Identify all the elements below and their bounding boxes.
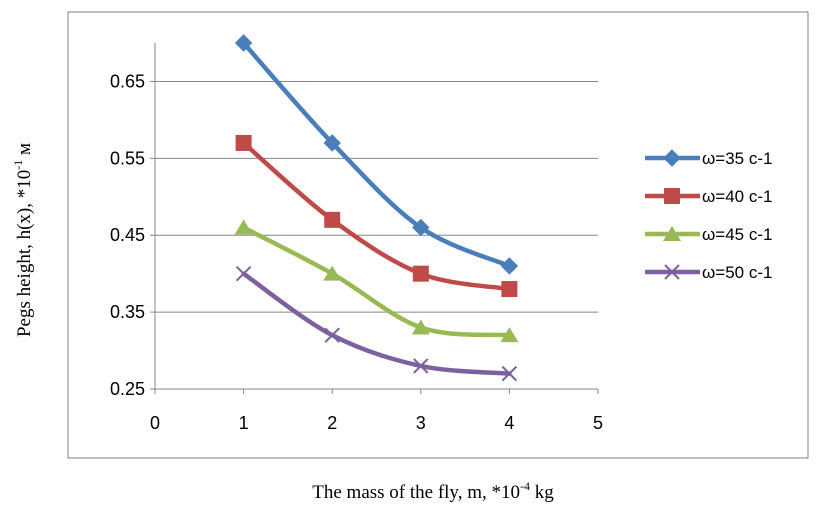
data-point: [500, 257, 519, 275]
legend-label: ω=50 с-1: [702, 263, 772, 282]
legend-item-0: ω=35 с-1: [645, 149, 772, 168]
legend-marker: [664, 264, 680, 280]
data-point: [411, 319, 430, 335]
x-tick-label: 0: [150, 413, 160, 433]
data-point: [412, 265, 429, 282]
data-point: [500, 327, 519, 343]
axes: [150, 43, 599, 394]
y-tick-label: 0.45: [110, 225, 145, 245]
data-point: [235, 134, 252, 151]
y-tick-label: 0.35: [110, 302, 145, 322]
data-point: [412, 218, 430, 237]
x-tick-label: 5: [593, 413, 603, 433]
y-tick-label: 0.65: [110, 71, 145, 91]
legend-item-1: ω=40 с-1: [645, 187, 772, 206]
data-point: [323, 134, 341, 152]
y-tick-label: 0.25: [110, 379, 145, 399]
legend-marker: [663, 149, 681, 167]
y-tick-label: 0.55: [110, 148, 145, 168]
data-point: [413, 358, 429, 374]
series-line: [241, 40, 512, 269]
y-axis-title: Pegs height, h(x), *10-1 м: [11, 143, 35, 337]
series-1: [235, 134, 518, 298]
series-2: [234, 219, 519, 343]
plot-frame: [67, 11, 809, 459]
series-line: [241, 225, 512, 338]
series-lines: [234, 34, 519, 382]
series-0: [234, 34, 519, 275]
data-point: [323, 265, 342, 281]
y-tick-labels: 0.25 0.35 0.45 0.55 0.65: [110, 71, 145, 399]
legend-label: ω=45 с-1: [702, 225, 772, 244]
data-point: [501, 281, 518, 298]
x-tick-label: 2: [327, 413, 337, 433]
legend-item-3: ω=50 с-1: [645, 263, 772, 282]
data-point: [234, 219, 253, 235]
legend: ω=35 с-1 ω=40 с-1 ω=45 с-1 ω=50 с-1: [645, 149, 772, 282]
data-point: [324, 211, 341, 228]
x-tick-label: 1: [239, 413, 249, 433]
series-line: [241, 271, 512, 376]
data-point: [324, 327, 340, 343]
series-3: [235, 265, 518, 382]
legend-label: ω=40 с-1: [702, 187, 772, 206]
grid-lines: [155, 80, 598, 390]
legend-label: ω=35 с-1: [702, 149, 772, 168]
legend-marker: [664, 188, 680, 204]
data-point: [501, 365, 518, 382]
x-axis-title: The mass of the fly, m, *10-4 kg: [312, 479, 554, 503]
data-point: [235, 265, 252, 282]
x-tick-labels: 0 1 2 3 4 5: [150, 413, 603, 433]
legend-item-2: ω=45 с-1: [645, 225, 772, 244]
x-tick-label: 3: [416, 413, 426, 433]
legend-marker: [663, 226, 681, 241]
data-point: [234, 34, 253, 52]
series-line: [241, 140, 512, 292]
x-tick-label: 4: [504, 413, 514, 433]
